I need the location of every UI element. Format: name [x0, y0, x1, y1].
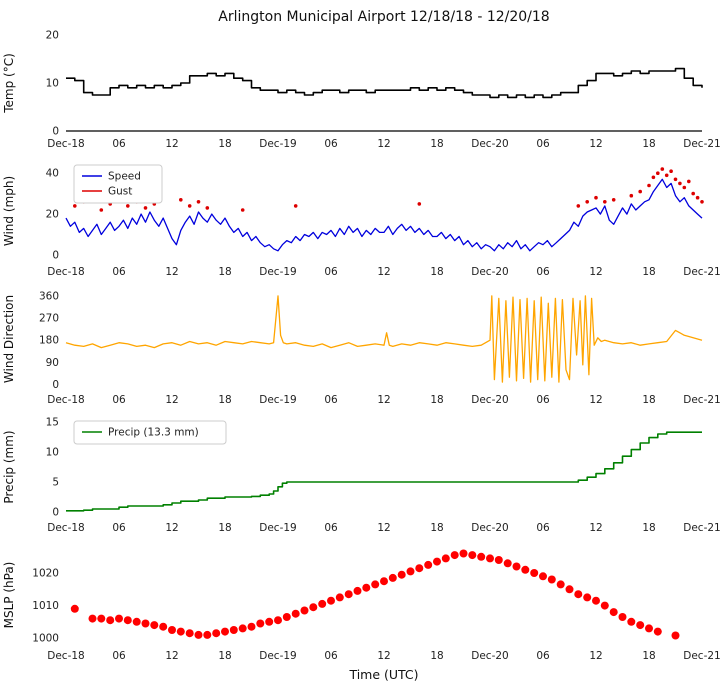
- svg-text:18: 18: [430, 266, 443, 278]
- svg-text:Dec-21: Dec-21: [683, 138, 720, 150]
- svg-text:Dec-20: Dec-20: [471, 394, 508, 406]
- svg-text:Dec-20: Dec-20: [471, 266, 508, 278]
- svg-text:06: 06: [112, 138, 126, 150]
- temp-chart: 0 10 20 Dec-18 06 12 18 Dec-19 06 12 18 Dec-20 06 12 1…: [2, 30, 721, 151]
- figure-title: Arlington Municipal Airport 12/18/18 - 1…: [218, 9, 550, 25]
- wind-chart: 0 20 40 Dec-18 06 12 18 Dec-19 06 12 18 Dec-20 06 12 1…: [2, 164, 721, 278]
- svg-text:1010: 1010: [32, 600, 59, 612]
- svg-text:12: 12: [377, 522, 390, 534]
- svg-text:18: 18: [642, 266, 655, 278]
- svg-text:06: 06: [536, 138, 550, 150]
- svg-text:20: 20: [46, 30, 59, 42]
- svg-text:06: 06: [536, 266, 550, 278]
- svg-text:1020: 1020: [32, 568, 59, 580]
- svg-text:40: 40: [46, 168, 59, 180]
- svg-text:Dec-21: Dec-21: [683, 522, 720, 534]
- svg-text:5: 5: [52, 477, 59, 489]
- svg-text:Precip (mm): Precip (mm): [2, 430, 16, 503]
- svg-text:18: 18: [218, 138, 231, 150]
- svg-text:MSLP (hPa): MSLP (hPa): [2, 562, 16, 629]
- svg-text:12: 12: [165, 138, 178, 150]
- svg-text:Dec-21: Dec-21: [683, 394, 720, 406]
- svg-text:12: 12: [589, 266, 602, 278]
- svg-text:18: 18: [430, 138, 443, 150]
- svg-text:Dec-21: Dec-21: [683, 266, 720, 278]
- svg-text:06: 06: [112, 522, 126, 534]
- svg-text:Dec-19: Dec-19: [259, 522, 296, 534]
- svg-text:12: 12: [165, 394, 178, 406]
- svg-text:Wind (mph): Wind (mph): [2, 176, 16, 246]
- svg-text:18: 18: [218, 266, 231, 278]
- svg-text:Dec-19: Dec-19: [259, 266, 296, 278]
- svg-text:Dec-19: Dec-19: [259, 394, 296, 406]
- svg-text:1000: 1000: [32, 633, 59, 645]
- svg-text:0: 0: [52, 126, 59, 138]
- svg-text:Dec-19: Dec-19: [259, 650, 296, 662]
- svg-text:18: 18: [642, 394, 655, 406]
- svg-text:90: 90: [46, 357, 59, 369]
- wind-direction-chart: 0 90 180 270 360 Dec-18 06 12 18 Dec-19 06 12 18 Dec-…: [2, 290, 721, 406]
- svg-text:Wind Direction: Wind Direction: [2, 295, 16, 383]
- svg-text:Dec-18: Dec-18: [47, 138, 84, 150]
- svg-text:06: 06: [536, 394, 550, 406]
- svg-text:Dec-21: Dec-21: [683, 650, 720, 662]
- svg-text:Precip (13.3 mm): Precip (13.3 mm): [108, 427, 199, 439]
- svg-text:12: 12: [589, 138, 602, 150]
- svg-text:18: 18: [430, 394, 443, 406]
- svg-text:10: 10: [46, 78, 59, 90]
- svg-text:06: 06: [536, 650, 550, 662]
- svg-text:12: 12: [165, 522, 178, 534]
- svg-text:06: 06: [324, 266, 338, 278]
- svg-text:12: 12: [377, 650, 390, 662]
- svg-text:12: 12: [377, 138, 390, 150]
- svg-text:06: 06: [324, 138, 338, 150]
- svg-text:Dec-20: Dec-20: [471, 650, 508, 662]
- svg-text:360: 360: [39, 290, 59, 302]
- svg-text:18: 18: [430, 650, 443, 662]
- svg-text:0: 0: [52, 249, 59, 261]
- svg-text:18: 18: [218, 650, 231, 662]
- svg-text:12: 12: [589, 522, 602, 534]
- svg-text:12: 12: [377, 394, 390, 406]
- precip-chart: 0 5 10 15 Dec-18 06 12 18 Dec-19 06 12 18 Dec-20 06 12…: [2, 417, 721, 535]
- svg-text:18: 18: [218, 522, 231, 534]
- svg-text:Dec-18: Dec-18: [47, 522, 84, 534]
- svg-text:12: 12: [377, 266, 390, 278]
- svg-text:12: 12: [589, 650, 602, 662]
- svg-text:06: 06: [536, 522, 550, 534]
- svg-text:Dec-18: Dec-18: [47, 394, 84, 406]
- svg-text:Dec-18: Dec-18: [47, 266, 84, 278]
- svg-text:Speed: Speed: [108, 171, 141, 183]
- svg-text:180: 180: [39, 335, 59, 347]
- svg-text:06: 06: [112, 266, 126, 278]
- svg-text:18: 18: [642, 522, 655, 534]
- svg-text:Dec-20: Dec-20: [471, 522, 508, 534]
- svg-text:Dec-20: Dec-20: [471, 138, 508, 150]
- x-axis-title: Time (UTC): [349, 667, 419, 682]
- svg-text:Gust: Gust: [108, 186, 132, 198]
- svg-text:270: 270: [39, 313, 59, 325]
- svg-text:06: 06: [324, 522, 338, 534]
- svg-text:12: 12: [589, 394, 602, 406]
- svg-text:12: 12: [165, 650, 178, 662]
- svg-text:18: 18: [430, 522, 443, 534]
- svg-text:06: 06: [112, 394, 126, 406]
- svg-text:Temp (°C): Temp (°C): [2, 53, 16, 114]
- svg-text:18: 18: [218, 394, 231, 406]
- svg-text:06: 06: [324, 394, 338, 406]
- svg-text:20: 20: [46, 209, 59, 221]
- mslp-chart: 1000 1010 1020 Dec-18 06 12 18 Dec-19 06 12 18 Dec-…: [2, 549, 721, 662]
- svg-text:06: 06: [112, 650, 126, 662]
- svg-text:12: 12: [165, 266, 178, 278]
- svg-text:06: 06: [324, 650, 338, 662]
- svg-text:15: 15: [46, 417, 59, 429]
- svg-text:10: 10: [46, 447, 59, 459]
- svg-text:0: 0: [52, 507, 59, 519]
- svg-text:18: 18: [642, 650, 655, 662]
- svg-text:0: 0: [52, 379, 59, 391]
- svg-text:18: 18: [642, 138, 655, 150]
- svg-text:Dec-19: Dec-19: [259, 138, 296, 150]
- svg-text:Dec-18: Dec-18: [47, 650, 84, 662]
